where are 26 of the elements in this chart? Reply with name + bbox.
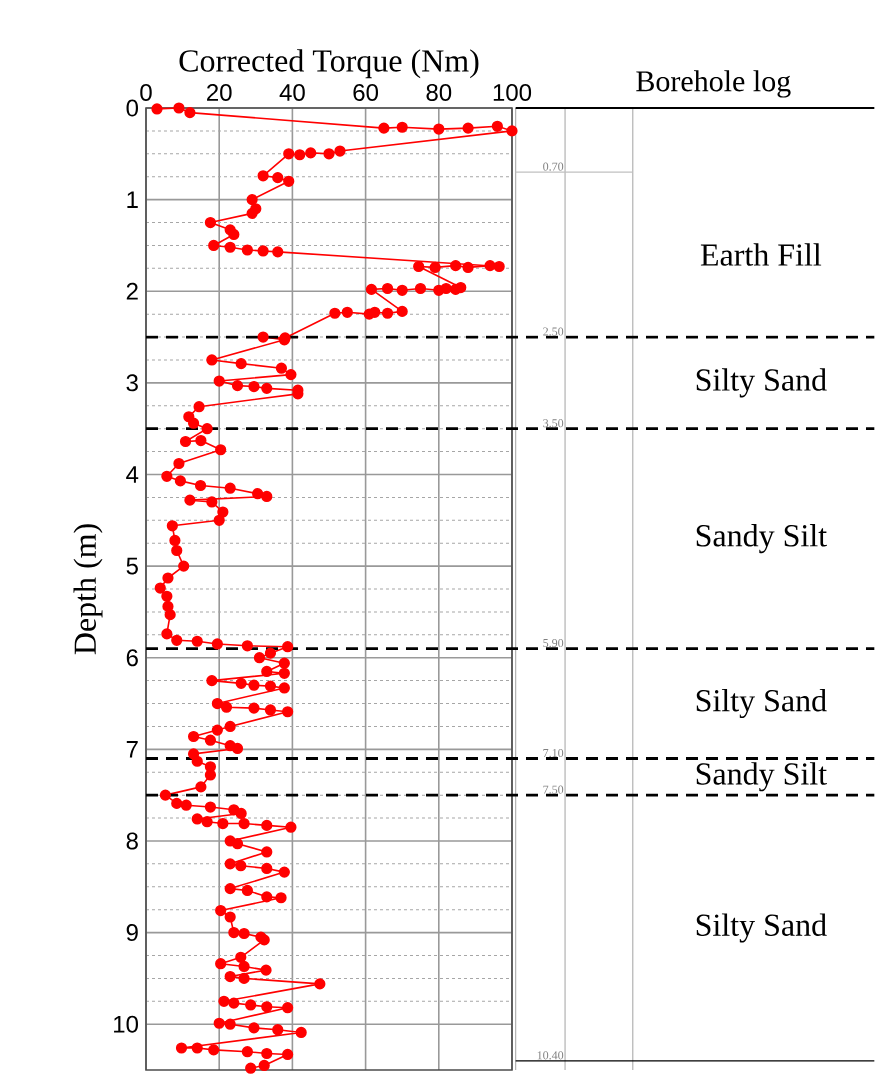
y-tick-label: 5 — [126, 557, 139, 575]
x-tick-label: 0 — [140, 83, 152, 101]
y-tick-label: 2 — [126, 282, 138, 300]
text: Sandy Silt — [696, 762, 828, 792]
x-axis-title: Corrected Torque (Nm) — [179, 49, 479, 79]
y-tick-label: 7 — [126, 741, 138, 758]
text: Borehole log — [636, 70, 791, 98]
x-tick-label: 40 — [279, 83, 305, 101]
y-tick-label: 4 — [126, 466, 139, 483]
y-tick-label: 0 — [126, 99, 139, 117]
x-tick-label: 20 — [207, 83, 232, 101]
y-tick-label: 3 — [126, 374, 138, 392]
y-tick-label: 10 — [114, 1015, 139, 1033]
x-tick-label: 100 — [493, 83, 532, 101]
y-tick-label: 8 — [126, 832, 138, 850]
text: Silty Sand — [696, 368, 827, 398]
text: Earth Fill — [701, 243, 822, 266]
text: Sandy Silt — [696, 524, 828, 554]
text: Silty Sand — [696, 688, 827, 719]
text: Silty Sand — [696, 913, 827, 943]
y-axis-title: Depth (m) — [73, 524, 103, 655]
y-tick-label: 1 — [127, 191, 138, 208]
x-tick-label: 60 — [353, 83, 379, 101]
x-tick-label: 80 — [426, 83, 452, 101]
y-tick-label: 6 — [126, 649, 138, 667]
y-tick-label: 9 — [126, 924, 138, 942]
